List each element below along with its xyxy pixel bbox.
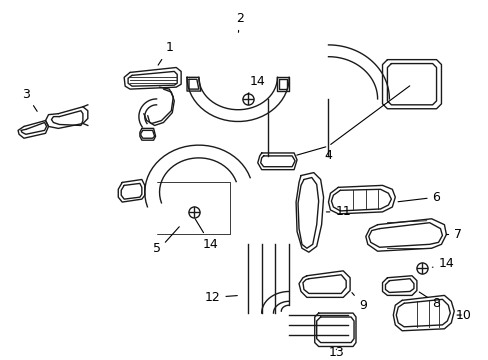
Text: 6: 6 [397,191,440,204]
Text: 14: 14 [195,219,218,251]
Text: 10: 10 [455,309,471,321]
Text: 1: 1 [158,41,173,65]
Text: 2: 2 [236,12,244,32]
Text: 3: 3 [22,87,37,111]
Text: 8: 8 [418,292,440,310]
Text: 14: 14 [431,257,453,270]
Text: 12: 12 [204,291,237,304]
Text: 7: 7 [446,228,461,241]
Text: 13: 13 [328,346,344,359]
Text: 9: 9 [351,293,366,312]
Text: 4: 4 [324,149,332,162]
Text: 11: 11 [325,206,350,219]
Text: 14: 14 [247,75,265,94]
Text: 5: 5 [152,242,160,255]
